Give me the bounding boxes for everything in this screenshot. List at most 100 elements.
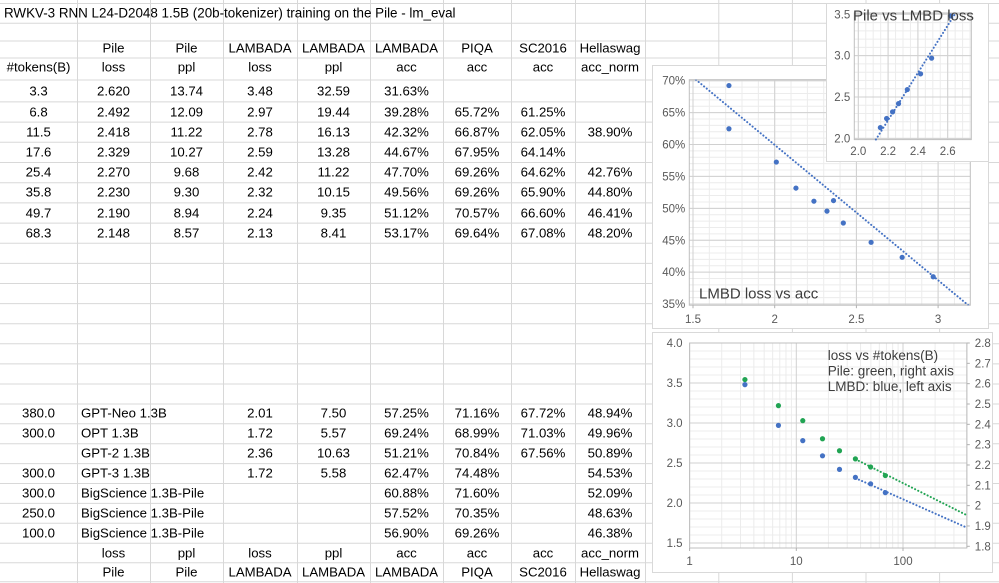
table-cell[interactable]: loss <box>101 59 126 75</box>
chart-loss-vs-tokens[interactable]: 4.0 3.5 3.0 2.5 2.0 1.5 2.8 2.7 2.6 2.5 2.4 2.3 2.2 2… <box>651 331 993 574</box>
table-cell[interactable]: 31.63% <box>384 83 429 99</box>
table-cell[interactable]: 12.09 <box>169 103 203 119</box>
table-cell[interactable]: 32.59 <box>316 83 350 99</box>
table-cell[interactable]: 10.15 <box>316 184 350 200</box>
table-cell[interactable]: 67.72% <box>520 405 566 421</box>
table-cell[interactable]: SC2016 <box>519 563 567 579</box>
table-cell[interactable]: 100.0 <box>21 525 55 541</box>
table-cell[interactable]: 2.36 <box>247 445 273 461</box>
table-cell[interactable]: LAMBADA <box>301 40 366 56</box>
table-cell[interactable]: 11.5 <box>26 124 51 140</box>
table-cell[interactable]: 8.94 <box>173 204 200 220</box>
table-cell[interactable]: 25.4 <box>25 164 52 180</box>
table-cell[interactable]: 9.30 <box>173 184 200 200</box>
table-cell[interactable]: 44.67% <box>384 144 429 160</box>
table-cell[interactable]: acc <box>396 59 417 75</box>
table-cell[interactable]: Pile <box>102 563 125 579</box>
table-cell[interactable]: 48.20% <box>587 225 633 241</box>
table-cell[interactable]: 66.60% <box>520 204 566 220</box>
table-cell[interactable]: 64.14% <box>520 144 566 160</box>
table-cell[interactable]: Hellaswag <box>579 40 641 56</box>
table-cell[interactable]: GPT-2 1.3B <box>81 445 150 461</box>
table-cell[interactable]: 68.99% <box>454 425 500 441</box>
table-cell[interactable]: 46.41% <box>587 204 633 220</box>
table-cell[interactable]: 71.16% <box>454 405 500 421</box>
table-cell[interactable]: 49.7 <box>25 204 52 220</box>
table-cell[interactable]: 60.88% <box>384 485 429 501</box>
table-cell[interactable]: 62.05% <box>520 124 566 140</box>
table-cell[interactable]: 64.62% <box>520 164 566 180</box>
table-cell[interactable]: loss <box>248 545 272 561</box>
table-cell[interactable]: acc <box>466 59 488 75</box>
table-cell[interactable]: 61.25% <box>520 103 566 119</box>
table-cell[interactable]: 51.12% <box>384 204 429 220</box>
table-cell[interactable]: 9.35 <box>320 204 347 220</box>
table-cell[interactable]: 48.94% <box>587 405 633 421</box>
table-cell[interactable]: 300.0 <box>21 485 55 501</box>
table-cell[interactable]: 39.28% <box>384 103 429 119</box>
table-cell[interactable]: 69.64% <box>454 225 500 241</box>
table-cell[interactable]: 67.08% <box>520 225 566 241</box>
table-cell[interactable]: acc <box>396 545 417 561</box>
table-cell[interactable]: 68.3 <box>25 225 52 241</box>
table-cell[interactable]: 300.0 <box>21 465 55 481</box>
table-cell[interactable]: BigScience 1.3B-Pile <box>81 485 205 501</box>
table-cell[interactable]: 13.74 <box>169 83 203 99</box>
table-cell[interactable]: 51.21% <box>384 445 429 461</box>
table-cell[interactable]: 48.63% <box>587 505 633 521</box>
table-cell[interactable]: 2.620 <box>96 83 130 99</box>
table-cell[interactable]: ppl <box>177 545 196 561</box>
table-cell[interactable]: 69.26% <box>454 525 500 541</box>
table-cell[interactable]: acc_norm <box>581 545 639 561</box>
table-cell[interactable]: 3.48 <box>247 83 273 99</box>
table-cell[interactable]: 42.32% <box>384 124 429 140</box>
table-cell[interactable]: 70.84% <box>454 445 500 461</box>
table-cell[interactable]: 2.270 <box>96 164 130 180</box>
table-cell[interactable]: OPT 1.3B <box>81 425 139 441</box>
table-cell[interactable]: 17.6 <box>25 144 52 160</box>
table-cell[interactable]: 35.8 <box>25 184 52 200</box>
table-cell[interactable]: 70.57% <box>454 204 500 220</box>
table-cell[interactable]: PIQA <box>461 563 493 579</box>
table-cell[interactable]: #tokens(B) <box>6 59 71 75</box>
table-cell[interactable]: 2.42 <box>247 164 273 180</box>
table-cell[interactable]: 65.72% <box>454 103 500 119</box>
table-cell[interactable]: ppl <box>324 545 343 561</box>
table-cell[interactable]: 16.13 <box>316 124 350 140</box>
table-cell[interactable]: 2.492 <box>96 103 130 119</box>
table-cell[interactable]: 2.24 <box>247 204 273 220</box>
table-cell[interactable]: 53.17% <box>384 225 429 241</box>
sheet-title-cell[interactable]: RWKV-3 RNN L24-D2048 1.5B (20b-tokenizer… <box>4 5 456 21</box>
table-cell[interactable]: 5.57 <box>320 425 347 441</box>
table-cell[interactable]: 8.57 <box>173 225 200 241</box>
table-cell[interactable]: 2.97 <box>247 103 273 119</box>
table-cell[interactable]: 71.60% <box>454 485 500 501</box>
table-cell[interactable]: 2.59 <box>247 144 273 160</box>
table-cell[interactable]: GPT-Neo 1.3B <box>81 405 167 421</box>
table-cell[interactable]: 69.26% <box>454 184 500 200</box>
table-cell[interactable]: 2.190 <box>96 204 130 220</box>
table-cell[interactable]: Pile <box>175 563 198 579</box>
table-cell[interactable]: 2.329 <box>96 144 130 160</box>
table-cell[interactable]: ppl <box>324 59 343 75</box>
table-cell[interactable]: 65.90% <box>520 184 566 200</box>
table-cell[interactable]: 49.96% <box>587 425 633 441</box>
table-cell[interactable]: ppl <box>177 59 196 75</box>
table-cell[interactable]: 3.3 <box>29 83 48 99</box>
table-cell[interactable]: 2.78 <box>247 124 273 140</box>
table-cell[interactable]: 13.28 <box>316 144 350 160</box>
table-cell[interactable]: 44.80% <box>587 184 633 200</box>
table-cell[interactable]: 19.44 <box>316 103 350 119</box>
table-cell[interactable]: acc_norm <box>581 59 639 75</box>
table-cell[interactable]: acc <box>532 545 554 561</box>
table-cell[interactable]: 10.63 <box>316 445 350 461</box>
table-cell[interactable]: 250.0 <box>21 505 55 521</box>
table-cell[interactable]: LAMBADA <box>374 40 439 56</box>
table-cell[interactable]: 69.26% <box>454 164 500 180</box>
table-cell[interactable]: 56.90% <box>384 525 429 541</box>
table-cell[interactable]: GPT-3 1.3B <box>81 465 150 481</box>
table-cell[interactable]: 2.13 <box>247 225 273 241</box>
table-cell[interactable]: 2.418 <box>96 124 130 140</box>
table-cell[interactable]: 2.32 <box>247 184 273 200</box>
table-cell[interactable]: 52.09% <box>587 485 633 501</box>
